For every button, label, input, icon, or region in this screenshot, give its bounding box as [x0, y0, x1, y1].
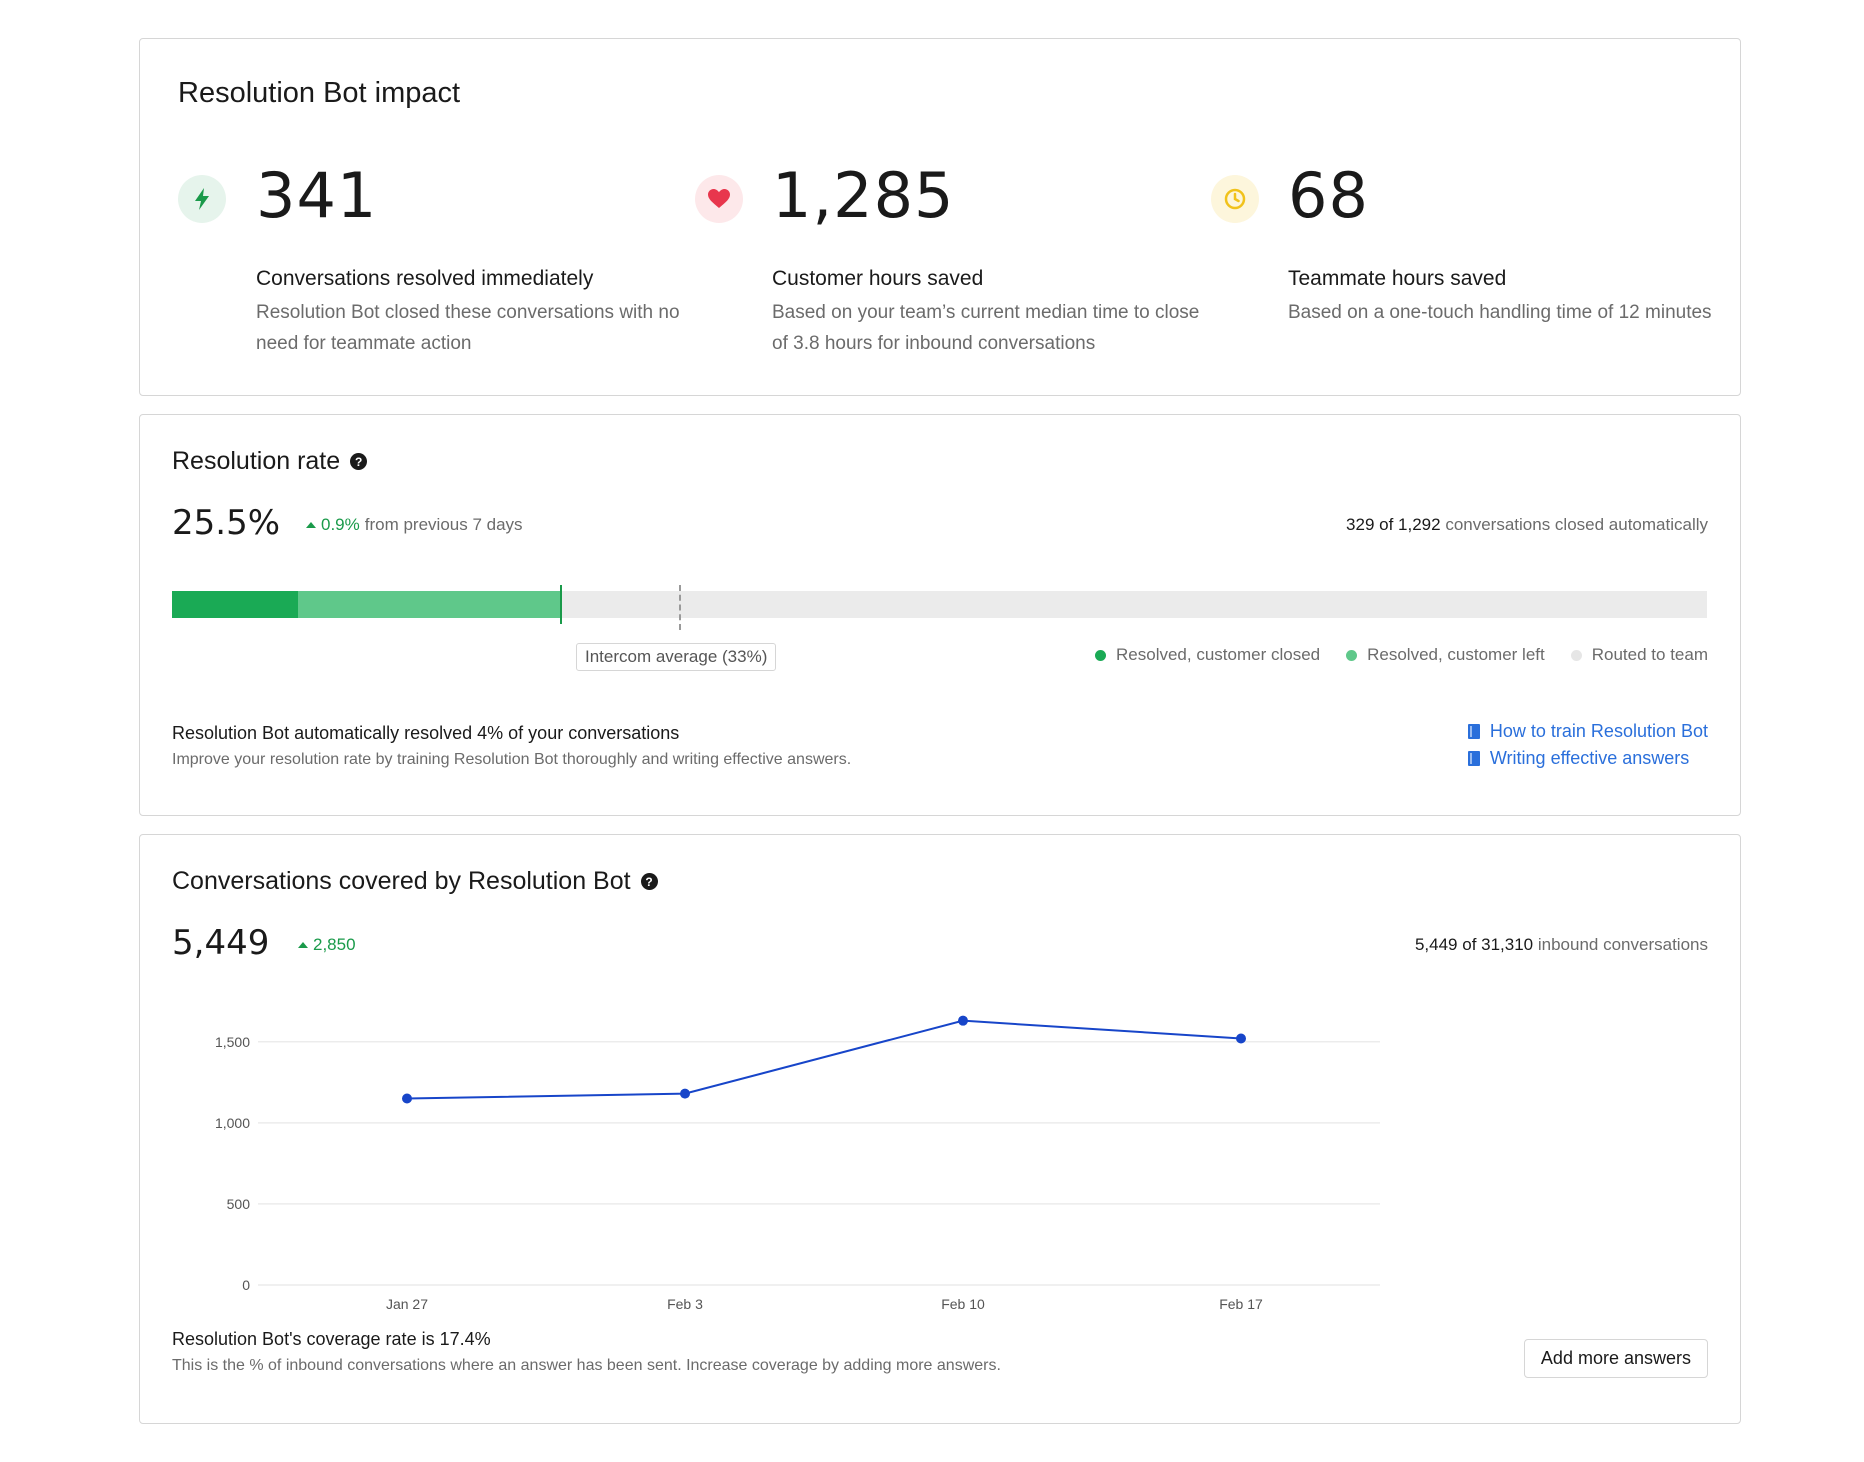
section-title-text: Resolution rate: [172, 447, 341, 475]
resolution-rate-delta: 0.9% from previous 7 days: [306, 515, 523, 535]
coverage-note-description: This is the % of inbound conversations w…: [172, 1357, 1001, 1374]
arrow-up-icon: [306, 522, 316, 528]
inbound-stat: 5,449 of 31,310 inbound conversations: [1415, 935, 1708, 955]
legend-label: Resolved, customer closed: [1116, 645, 1321, 664]
metric-description: Resolution Bot closed these conversation…: [256, 302, 680, 354]
average-marker-line: [679, 585, 681, 630]
book-icon: [1467, 751, 1480, 766]
average-tooltip: Intercom average (33%): [576, 643, 777, 671]
legend-item: Resolved, customer closed: [1095, 645, 1320, 665]
metric-label: Teammate hours saved: [1288, 267, 1507, 290]
resolution-note-title: Resolution Bot automatically resolved 4%…: [172, 723, 680, 743]
clock-icon: [1211, 175, 1259, 223]
coverage-value: 5,449: [172, 923, 270, 963]
metric-description: Based on a one-touch handling time of 12…: [1288, 302, 1712, 323]
y-tick-label: 500: [227, 1196, 251, 1212]
help-icon[interactable]: ?: [640, 873, 658, 890]
y-tick-label: 1,500: [215, 1034, 250, 1050]
coverage-title: Conversations covered by Resolution Bot …: [172, 867, 658, 896]
data-point[interactable]: [1236, 1033, 1246, 1044]
help-links: How to train Resolution Bot Writing effe…: [1467, 721, 1708, 769]
bar-segment-customer-closed: [172, 591, 298, 618]
x-tick-label: Feb 3: [667, 1296, 703, 1312]
resolution-rate-title: Resolution rate ?: [172, 447, 368, 476]
metric-label: Conversations resolved immediately: [256, 267, 594, 290]
coverage-card: Conversations covered by Resolution Bot …: [139, 834, 1741, 1424]
resolution-rate-value: 25.5%: [172, 503, 281, 543]
lightning-icon: [178, 175, 226, 223]
legend-dot: [1095, 649, 1107, 661]
help-icon[interactable]: ?: [350, 453, 368, 470]
y-tick-label: 0: [242, 1277, 250, 1293]
coverage-line-chart: 0 500 1,000 1,500 Jan 27 Feb 3 Feb 10 Feb 17: [215, 1015, 1380, 1312]
legend-item: Resolved, customer left: [1346, 645, 1545, 665]
metric-value: 68: [1288, 159, 1369, 232]
arrow-up-icon: [298, 942, 308, 948]
legend-dot: [1570, 649, 1582, 661]
x-tick-label: Feb 17: [1219, 1296, 1263, 1312]
metric-label: Customer hours saved: [772, 267, 984, 290]
data-point[interactable]: [402, 1093, 412, 1104]
coverage-note-title: Resolution Bot's coverage rate is 17.4%: [172, 1329, 491, 1349]
bar-end-marker: [560, 585, 562, 624]
link-label: Writing effective answers: [1489, 748, 1690, 768]
resolution-rate-card: Resolution rate ? 25.5% 0.9% from previo…: [139, 414, 1741, 816]
book-icon: [1467, 724, 1480, 739]
legend-item: Routed to team: [1570, 645, 1708, 665]
y-tick-label: 1,000: [215, 1115, 250, 1131]
impact-title: Resolution Bot impact: [178, 77, 461, 109]
bar-legend: Resolved, customer closed Resolved, cust…: [1095, 645, 1708, 665]
stat-label: inbound conversations: [1537, 935, 1708, 954]
add-more-answers-button[interactable]: Add more answers: [1523, 1339, 1708, 1378]
heart-icon: [695, 175, 743, 223]
x-tick-label: Jan 27: [386, 1296, 428, 1312]
coverage-delta: 2,850: [298, 935, 356, 955]
metric-value: 341: [256, 159, 378, 232]
legend-label: Resolved, customer left: [1367, 645, 1545, 664]
section-title-text: Conversations covered by Resolution Bot: [172, 867, 631, 895]
stat-label: conversations closed automatically: [1445, 515, 1708, 534]
impact-card: Resolution Bot impact 341 Conversations …: [139, 38, 1741, 396]
delta-suffix: from previous 7 days: [364, 515, 523, 534]
delta-value: 2,850: [313, 935, 356, 954]
closed-automatically-stat: 329 of 1,292 conversations closed automa…: [1346, 515, 1708, 535]
stat-count: 5,449 of 31,310: [1414, 935, 1534, 954]
link-train-resolution-bot[interactable]: How to train Resolution Bot: [1467, 721, 1708, 742]
delta-value: 0.9%: [321, 515, 360, 534]
stat-count: 329 of 1,292: [1346, 515, 1441, 534]
legend-dot: [1346, 649, 1358, 661]
data-point[interactable]: [680, 1088, 690, 1099]
link-writing-effective-answers[interactable]: Writing effective answers: [1467, 748, 1708, 769]
series-line: [406, 1019, 1242, 1100]
legend-label: Routed to team: [1591, 645, 1708, 664]
link-label: How to train Resolution Bot: [1489, 721, 1708, 741]
bar-segment-customer-left: [298, 591, 562, 618]
metric-description: Based on your team’s current median time…: [772, 302, 1200, 354]
data-point[interactable]: [958, 1015, 968, 1026]
metric-value: 1,285: [772, 159, 955, 232]
x-tick-label: Feb 10: [941, 1296, 985, 1312]
resolution-note-description: Improve your resolution rate by training…: [172, 751, 852, 768]
